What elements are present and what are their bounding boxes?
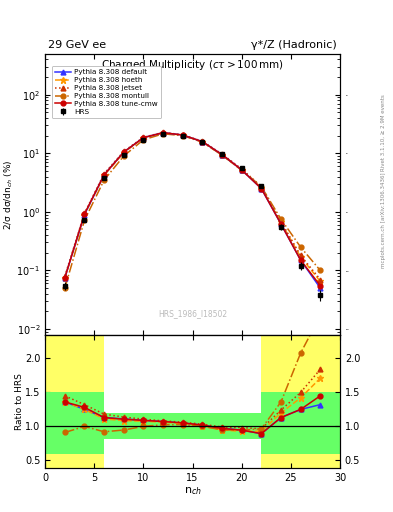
Pythia 8.308 jetset <box>200 138 205 144</box>
Pythia 8.308 default <box>259 185 264 191</box>
Pythia 8.308 default <box>121 149 126 155</box>
Pythia 8.308 jetset <box>82 210 87 216</box>
Pythia 8.308 hoeth <box>82 211 87 218</box>
Bar <box>45 392 104 454</box>
Pythia 8.308 jetset <box>298 252 303 259</box>
Pythia 8.308 jetset <box>220 151 224 157</box>
Pythia 8.308 tune-cmw <box>102 172 107 178</box>
Pythia 8.308 hoeth <box>239 167 244 174</box>
Y-axis label: 2/σ dσ/dn$_{ch}$ (%): 2/σ dσ/dn$_{ch}$ (%) <box>3 159 15 229</box>
Bar <box>45 335 104 468</box>
Pythia 8.308 tune-cmw <box>259 185 264 191</box>
Pythia 8.308 tune-cmw <box>62 275 67 281</box>
Y-axis label: Ratio to HRS: Ratio to HRS <box>15 373 24 430</box>
Pythia 8.308 montull <box>161 131 165 137</box>
Bar <box>104 413 261 439</box>
Pythia 8.308 default <box>298 257 303 263</box>
Pythia 8.308 jetset <box>318 276 323 283</box>
Pythia 8.308 default <box>200 139 205 145</box>
Pythia 8.308 jetset <box>62 273 67 279</box>
Pythia 8.308 jetset <box>259 183 264 189</box>
Pythia 8.308 tune-cmw <box>279 221 283 227</box>
Pythia 8.308 hoeth <box>102 172 107 178</box>
Pythia 8.308 hoeth <box>279 219 283 225</box>
Pythia 8.308 default <box>239 167 244 173</box>
Pythia 8.308 tune-cmw <box>180 132 185 138</box>
Pythia 8.308 hoeth <box>318 279 323 285</box>
Pythia 8.308 default <box>161 130 165 136</box>
Text: HRS_1986_I18502: HRS_1986_I18502 <box>158 309 227 318</box>
Pythia 8.308 montull <box>102 177 107 183</box>
Pythia 8.308 hoeth <box>200 139 205 145</box>
Pythia 8.308 montull <box>200 139 205 145</box>
Text: mcplots.cern.ch [arXiv:1306.3436]: mcplots.cern.ch [arXiv:1306.3436] <box>381 173 386 268</box>
Pythia 8.308 tune-cmw <box>318 283 323 289</box>
Text: 29 GeV ee: 29 GeV ee <box>48 39 106 50</box>
Pythia 8.308 montull <box>259 183 264 189</box>
Pythia 8.308 hoeth <box>259 184 264 190</box>
Legend: Pythia 8.308 default, Pythia 8.308 hoeth, Pythia 8.308 jetset, Pythia 8.308 mont: Pythia 8.308 default, Pythia 8.308 hoeth… <box>52 66 162 118</box>
Pythia 8.308 montull <box>279 216 283 222</box>
Pythia 8.308 montull <box>318 267 323 273</box>
X-axis label: n$_{ch}$: n$_{ch}$ <box>184 485 202 497</box>
Pythia 8.308 tune-cmw <box>298 257 303 263</box>
Pythia 8.308 hoeth <box>220 152 224 158</box>
Pythia 8.308 hoeth <box>121 150 126 156</box>
Line: Pythia 8.308 jetset: Pythia 8.308 jetset <box>62 130 323 282</box>
Pythia 8.308 default <box>180 132 185 138</box>
Pythia 8.308 default <box>220 152 224 158</box>
Pythia 8.308 jetset <box>279 219 283 225</box>
Pythia 8.308 hoeth <box>180 132 185 138</box>
Pythia 8.308 tune-cmw <box>239 167 244 173</box>
Text: γ*/Z (Hadronic): γ*/Z (Hadronic) <box>251 39 337 50</box>
Pythia 8.308 default <box>102 172 107 178</box>
Bar <box>261 392 340 454</box>
Bar <box>261 335 340 468</box>
Pythia 8.308 montull <box>82 217 87 223</box>
Line: Pythia 8.308 montull: Pythia 8.308 montull <box>62 132 323 290</box>
Pythia 8.308 default <box>62 275 67 281</box>
Pythia 8.308 jetset <box>102 170 107 177</box>
Pythia 8.308 montull <box>180 133 185 139</box>
Pythia 8.308 montull <box>220 152 224 158</box>
Pythia 8.308 montull <box>121 153 126 159</box>
Text: Charged Multiplicity $(c\tau > 100\,\mathrm{mm})$: Charged Multiplicity $(c\tau > 100\,\mat… <box>101 58 284 72</box>
Pythia 8.308 hoeth <box>161 130 165 136</box>
Pythia 8.308 tune-cmw <box>161 130 165 136</box>
Pythia 8.308 tune-cmw <box>200 139 205 145</box>
Line: Pythia 8.308 tune-cmw: Pythia 8.308 tune-cmw <box>62 130 323 288</box>
Pythia 8.308 montull <box>239 167 244 173</box>
Pythia 8.308 tune-cmw <box>141 135 146 141</box>
Line: Pythia 8.308 default: Pythia 8.308 default <box>62 130 323 290</box>
Pythia 8.308 montull <box>298 244 303 250</box>
Pythia 8.308 default <box>141 135 146 141</box>
Pythia 8.308 jetset <box>121 148 126 155</box>
Pythia 8.308 tune-cmw <box>82 211 87 217</box>
Pythia 8.308 hoeth <box>62 275 67 281</box>
Pythia 8.308 hoeth <box>141 135 146 141</box>
Text: Rivet 3.1.10, ≥ 2.9M events: Rivet 3.1.10, ≥ 2.9M events <box>381 95 386 172</box>
Line: Pythia 8.308 hoeth: Pythia 8.308 hoeth <box>62 130 323 285</box>
Pythia 8.308 jetset <box>180 132 185 138</box>
Pythia 8.308 tune-cmw <box>121 149 126 155</box>
Pythia 8.308 jetset <box>161 130 165 136</box>
Pythia 8.308 hoeth <box>298 254 303 260</box>
Pythia 8.308 montull <box>62 285 67 291</box>
Pythia 8.308 montull <box>141 137 146 143</box>
Pythia 8.308 tune-cmw <box>220 152 224 158</box>
Pythia 8.308 jetset <box>141 134 146 140</box>
Pythia 8.308 jetset <box>239 166 244 172</box>
Pythia 8.308 default <box>318 285 323 291</box>
Pythia 8.308 default <box>82 211 87 218</box>
Pythia 8.308 default <box>279 221 283 227</box>
